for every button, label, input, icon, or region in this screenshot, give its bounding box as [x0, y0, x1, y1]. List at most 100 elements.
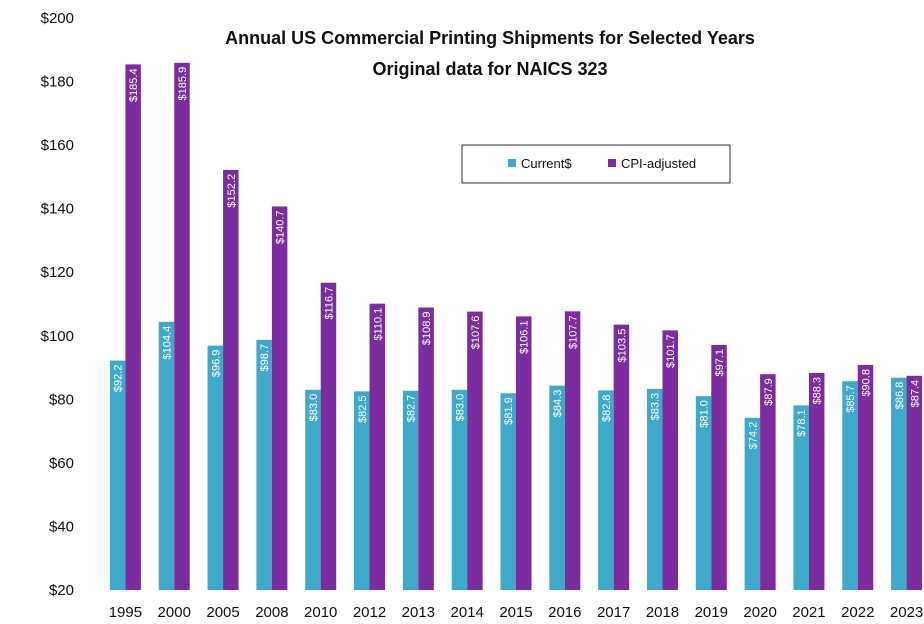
- bar-current: [256, 339, 272, 590]
- legend-label-current: Current$: [521, 156, 572, 171]
- y-tick-label: $80: [49, 391, 74, 408]
- bar-value-label: $92.2: [113, 365, 125, 393]
- x-tick-label: 2014: [450, 604, 483, 621]
- bar-cpi-adjusted: [125, 64, 141, 590]
- bar-value-label: $97.1: [714, 349, 726, 377]
- bar-value-label: $87.4: [909, 380, 921, 408]
- bar-value-label: $82.5: [357, 395, 369, 423]
- bar-value-label: $101.7: [665, 334, 677, 368]
- bar-cpi-adjusted: [906, 375, 923, 590]
- bar-value-label: $82.7: [406, 395, 418, 423]
- bar-cpi-adjusted: [808, 372, 825, 590]
- x-tick-label: 2021: [792, 604, 825, 621]
- y-tick-label: $120: [41, 264, 74, 281]
- bar-value-label: $152.2: [226, 174, 238, 208]
- bar-current: [158, 321, 175, 590]
- bar-current: [598, 390, 614, 590]
- bar-value-label: $108.9: [421, 311, 433, 345]
- x-tick-label: 2013: [402, 604, 435, 621]
- bar-value-label: $83.0: [454, 394, 466, 422]
- bar-value-label: $74.2: [747, 422, 759, 450]
- legend-label-cpi-adjusted: CPI-adjusted: [621, 156, 696, 171]
- bar-cpi-adjusted: [369, 303, 386, 590]
- bar-cpi-adjusted: [418, 307, 434, 590]
- x-tick-label: 2019: [695, 604, 728, 621]
- bar-cpi-adjusted: [271, 206, 288, 591]
- bar-value-label: $96.9: [210, 350, 222, 378]
- bar-value-label: $83.0: [308, 394, 320, 422]
- x-tick-label: 2000: [158, 604, 191, 621]
- x-tick-label: 2020: [743, 604, 776, 621]
- bar-value-label: $107.6: [470, 316, 482, 350]
- y-tick-label: $140: [41, 201, 74, 218]
- bar-cpi-adjusted: [711, 344, 727, 590]
- bar-value-label: $81.9: [503, 397, 515, 425]
- bar-cpi-adjusted: [662, 330, 678, 590]
- y-tick-label: $100: [41, 328, 74, 345]
- x-tick-label: 2022: [841, 604, 874, 621]
- bar-value-label: $107.7: [568, 315, 580, 349]
- bar-cpi-adjusted: [516, 316, 532, 590]
- x-tick-label: 2015: [499, 604, 532, 621]
- bar-current: [549, 385, 565, 590]
- y-tick-label: $200: [41, 10, 74, 27]
- bar-cpi-adjusted: [760, 374, 776, 590]
- bar-cpi-adjusted: [223, 169, 239, 591]
- x-tick-label: 2017: [597, 604, 630, 621]
- bar-value-label: $90.8: [861, 369, 873, 397]
- bar-value-label: $87.9: [763, 378, 775, 406]
- bar-cpi-adjusted: [857, 365, 874, 590]
- y-tick-label: $40: [49, 518, 74, 535]
- chart-subtitle: Original data for NAICS 323: [372, 59, 607, 79]
- bar-current: [451, 389, 468, 590]
- bar-value-label: $85.7: [845, 385, 857, 413]
- bar-value-label: $140.7: [275, 210, 287, 244]
- legend: Current$ CPI-adjusted: [461, 144, 731, 184]
- legend-swatch-current: [508, 159, 516, 167]
- x-tick-label: 2008: [255, 604, 288, 621]
- bar-value-label: $84.3: [552, 390, 564, 418]
- y-axis: $20 $40 $60 $80 $100 $120 $140 $160 $180 $200: [41, 10, 74, 599]
- bar-value-label: $81.0: [699, 400, 711, 428]
- bar-cpi-adjusted: [613, 324, 630, 590]
- bar-value-label: $86.8: [894, 382, 906, 410]
- bar-value-label: $103.5: [616, 329, 628, 363]
- bar-current: [744, 417, 761, 590]
- bar-current: [402, 390, 419, 590]
- y-tick-label: $180: [41, 74, 74, 91]
- bar-value-label: $106.1: [519, 320, 531, 354]
- bars-group: $92.2 $185.4 $104.4 $185.9 $96.9 $152.2 $98.7 $…: [109, 62, 923, 591]
- x-tick-label: 1995: [109, 604, 142, 621]
- bar-current: [842, 381, 858, 590]
- bar-value-label: $83.3: [650, 393, 662, 421]
- chart-title: Annual US Commercial Printing Shipments …: [225, 28, 755, 48]
- x-tick-label: 2016: [548, 604, 581, 621]
- bar-cpi-adjusted: [564, 311, 581, 590]
- x-tick-label: 2023: [890, 604, 923, 621]
- bar-current: [500, 393, 516, 590]
- bar-value-label: $104.4: [161, 326, 173, 360]
- x-axis: 1995 2000 2005 2008 2010 2012 2013 2014 2015 2016…: [109, 604, 924, 621]
- x-tick-label: 2018: [646, 604, 679, 621]
- y-tick-label: $20: [49, 582, 74, 599]
- x-tick-label: 2010: [304, 604, 337, 621]
- bar-current: [891, 377, 907, 590]
- bar-value-label: $82.8: [601, 394, 613, 422]
- bar-value-label: $185.4: [128, 68, 140, 102]
- bar-current: [305, 389, 321, 590]
- bar-cpi-adjusted: [174, 62, 190, 591]
- legend-swatch-cpi-adjusted: [608, 159, 616, 167]
- bar-value-label: $116.7: [323, 287, 335, 320]
- bar-cpi-adjusted: [467, 311, 483, 590]
- bar-value-label: $110.1: [372, 308, 384, 341]
- y-tick-label: $160: [41, 137, 74, 154]
- bar-value-label: $185.9: [177, 67, 189, 101]
- bar-value-label: $78.1: [796, 409, 808, 437]
- bar-current: [793, 405, 809, 590]
- bar-current: [354, 391, 370, 590]
- legend-box: [461, 144, 731, 184]
- bar-current: [646, 388, 663, 590]
- bar-value-label: $88.3: [812, 377, 824, 405]
- y-tick-label: $60: [49, 455, 74, 472]
